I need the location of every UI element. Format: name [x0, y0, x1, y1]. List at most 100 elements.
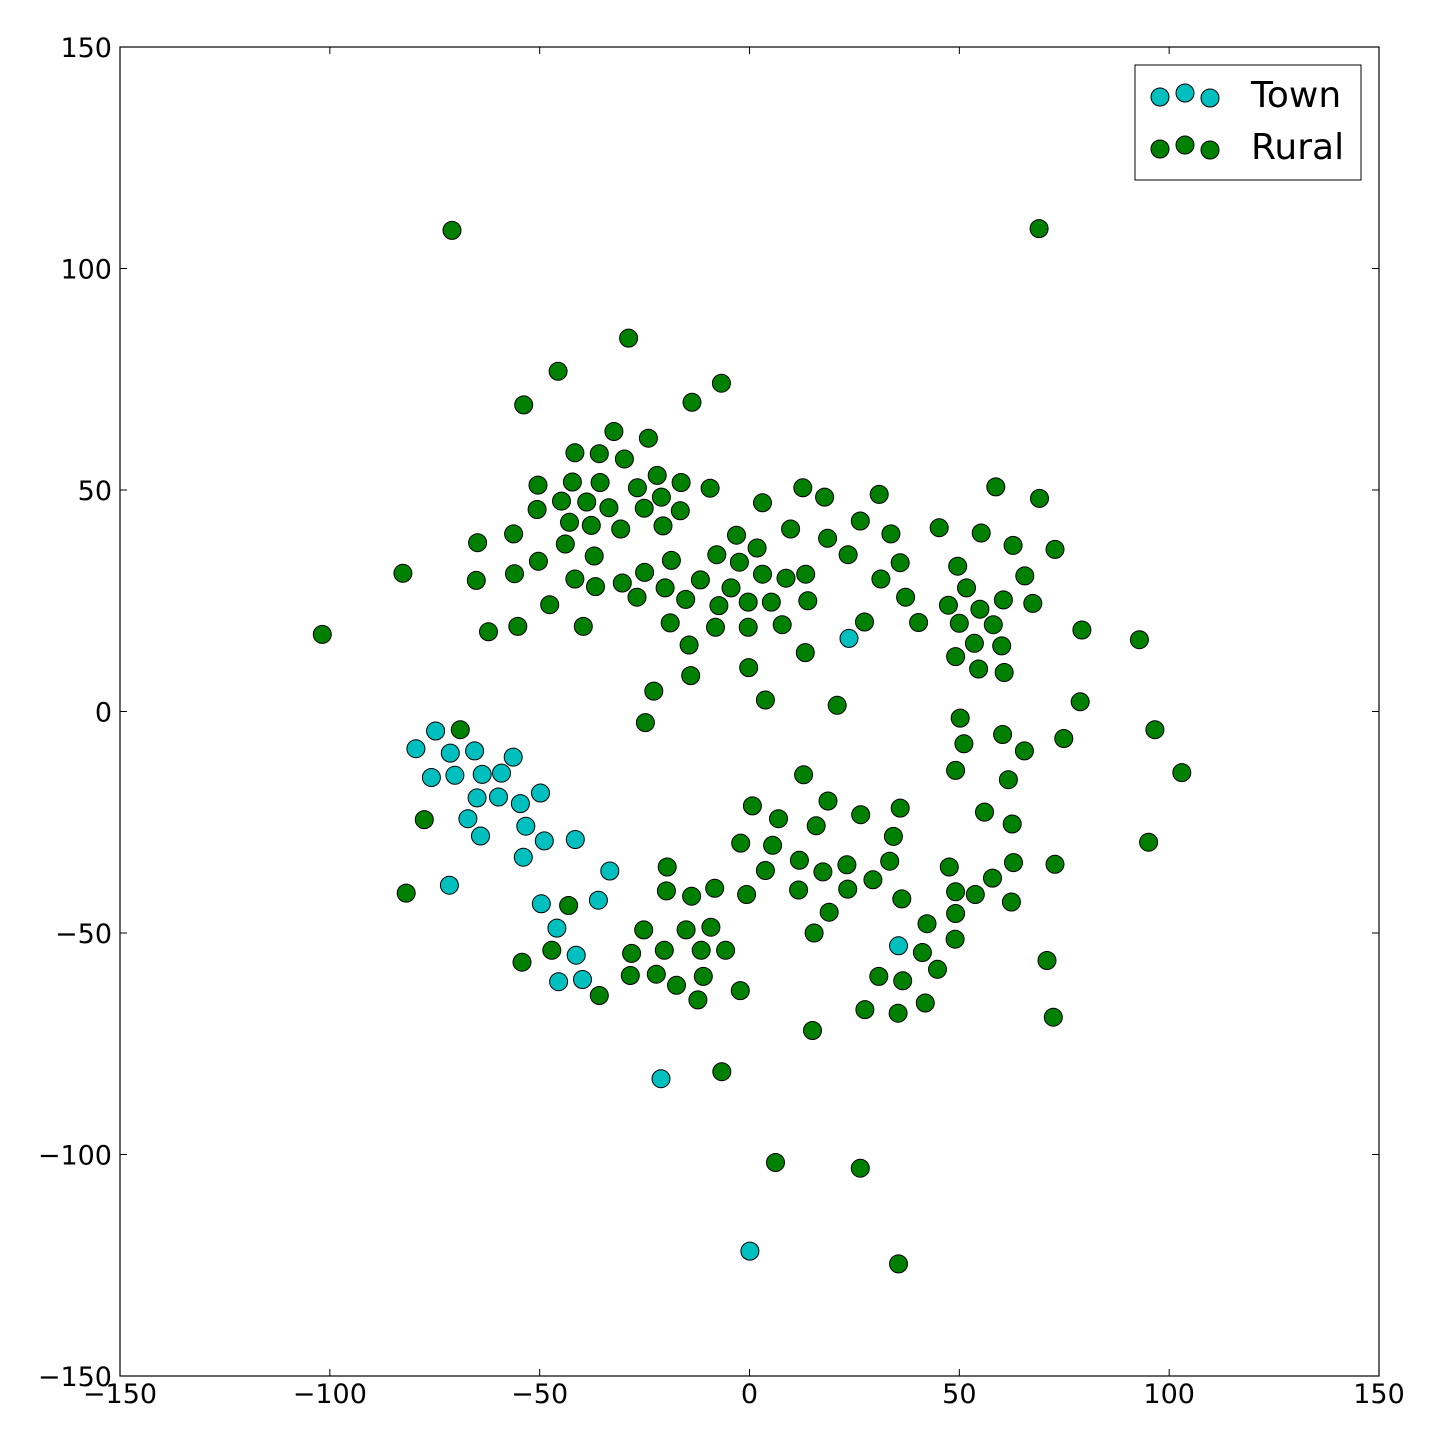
- point-rural-113: [950, 708, 970, 728]
- y-tick-label-0: 150: [60, 33, 112, 64]
- point-rural-87: [508, 616, 528, 636]
- point-rural-145: [396, 883, 416, 903]
- point-rural-86: [479, 622, 498, 642]
- point-rural-13: [528, 475, 548, 495]
- point-rural-37: [468, 533, 488, 553]
- point-rural-131: [975, 802, 994, 822]
- x-tick-label-6: 150: [1353, 1379, 1405, 1410]
- point-rural-4: [711, 373, 731, 393]
- point-rural-140: [837, 855, 857, 875]
- point-rural-52: [661, 550, 681, 570]
- point-rural-12: [647, 465, 667, 485]
- point-rural-166: [945, 929, 965, 949]
- point-rural-67: [753, 564, 772, 584]
- point-rural-72: [1015, 566, 1035, 586]
- point-rural-117: [1014, 741, 1034, 761]
- point-rural-144: [1045, 854, 1065, 874]
- y-tick-label-1: 100: [60, 255, 112, 286]
- point-rural-26: [1030, 488, 1049, 508]
- point-town-12: [510, 794, 530, 814]
- point-rural-19: [793, 478, 813, 498]
- point-rural-44: [881, 524, 901, 544]
- point-rural-47: [1003, 535, 1023, 555]
- point-rural-170: [716, 940, 736, 960]
- point-rural-127: [890, 798, 910, 818]
- legend-marker-town-0: [1150, 87, 1170, 107]
- point-rural-138: [789, 850, 809, 870]
- point-rural-82: [970, 599, 990, 619]
- point-rural-88: [573, 616, 593, 636]
- point-town-21: [588, 890, 608, 910]
- point-rural-48: [1045, 539, 1065, 559]
- point-rural-31: [753, 493, 772, 513]
- point-rural-190: [712, 1062, 732, 1082]
- point-rural-62: [612, 573, 632, 593]
- point-rural-54: [729, 552, 749, 572]
- legend-label-rural: Rural: [1251, 127, 1344, 168]
- point-rural-173: [512, 952, 532, 972]
- legend-items: Town Rural: [1150, 75, 1344, 168]
- point-rural-108: [644, 681, 664, 701]
- point-town-2: [440, 743, 460, 763]
- point-rural-60: [565, 569, 585, 589]
- legend-marker-rural-1: [1175, 135, 1195, 155]
- point-rural-130: [851, 805, 871, 825]
- point-town-24: [566, 945, 586, 965]
- point-rural-35: [653, 516, 673, 536]
- point-rural-184: [688, 990, 708, 1010]
- point-rural-90: [706, 617, 725, 637]
- point-rural-74: [627, 587, 647, 607]
- y-tick-label-6: −150: [38, 1362, 112, 1393]
- point-rural-89: [660, 613, 680, 633]
- point-rural-153: [946, 882, 966, 902]
- point-town-8: [492, 763, 511, 783]
- point-rural-110: [827, 695, 847, 715]
- point-rural-38: [555, 534, 575, 554]
- point-rural-2: [619, 328, 639, 348]
- point-town-3: [465, 741, 485, 761]
- point-rural-183: [589, 986, 609, 1005]
- point-rural-20: [552, 491, 571, 511]
- point-rural-159: [819, 902, 839, 922]
- point-town-29: [889, 936, 908, 956]
- x-tick-label-3: 0: [741, 1379, 758, 1410]
- point-rural-135: [763, 835, 783, 855]
- point-town-4: [503, 747, 523, 767]
- point-rural-143: [1004, 853, 1023, 873]
- point-rural-57: [948, 556, 968, 576]
- point-rural-93: [855, 612, 874, 632]
- point-rural-106: [994, 663, 1014, 682]
- point-rural-119: [1145, 720, 1165, 740]
- point-rural-8: [638, 428, 658, 448]
- point-rural-122: [794, 765, 814, 785]
- point-rural-169: [691, 940, 711, 960]
- point-rural-164: [701, 917, 721, 937]
- point-rural-78: [761, 592, 781, 612]
- point-rural-95: [949, 613, 969, 633]
- point-rural-123: [998, 770, 1018, 790]
- point-rural-150: [789, 880, 809, 900]
- point-rural-53: [707, 545, 727, 565]
- point-rural-137: [755, 861, 775, 880]
- point-rural-172: [912, 943, 932, 962]
- axis-ticks: [119, 46, 1380, 1377]
- point-rural-101: [1129, 630, 1149, 650]
- point-rural-126: [818, 791, 838, 811]
- point-rural-194: [889, 1254, 908, 1274]
- point-rural-75: [676, 589, 696, 609]
- point-rural-193: [850, 1158, 870, 1178]
- point-rural-160: [946, 904, 966, 923]
- legend-marker-rural-2: [1200, 140, 1220, 160]
- point-rural-3: [548, 361, 568, 381]
- point-rural-55: [838, 545, 858, 565]
- point-rural-158: [559, 896, 579, 915]
- point-rural-128: [769, 809, 788, 829]
- point-rural-46: [971, 523, 991, 543]
- point-rural-189: [803, 1021, 822, 1040]
- point-rural-100: [992, 636, 1012, 656]
- point-rural-147: [737, 885, 757, 904]
- point-rural-59: [505, 564, 524, 584]
- point-rural-112: [635, 713, 655, 733]
- point-rural-5: [514, 395, 534, 415]
